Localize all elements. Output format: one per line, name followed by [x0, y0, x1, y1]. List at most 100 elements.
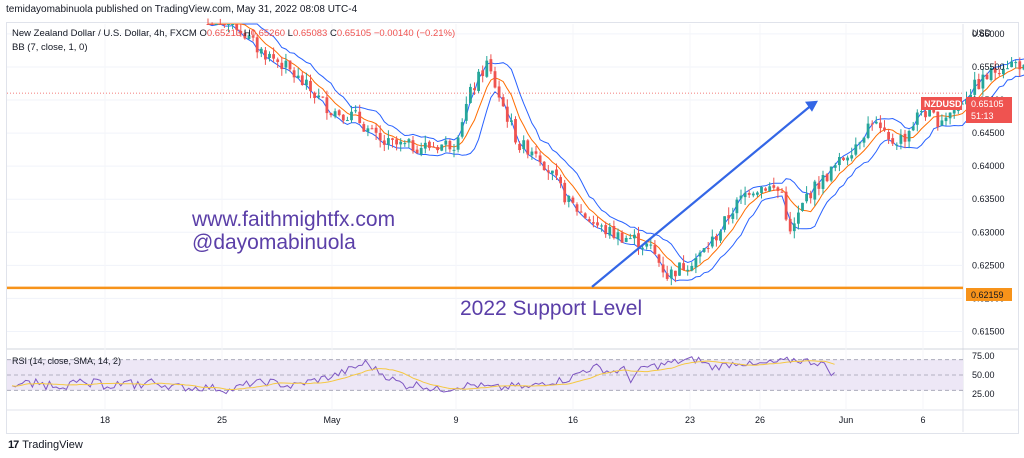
candle-body [977, 79, 981, 90]
candle-body [251, 36, 255, 38]
candle-body [907, 130, 911, 142]
legend-indicator: BB (7, close, 1, 0) [12, 42, 88, 53]
time-tick-label: 23 [685, 415, 695, 425]
candle-body [862, 137, 866, 143]
price-tick-label: 0.65500 [972, 62, 1005, 72]
candle-body [760, 186, 763, 194]
candle-body [551, 170, 554, 174]
countdown: 51:13 [971, 111, 994, 121]
candle-body [464, 103, 468, 121]
candle-body [768, 186, 772, 192]
candle-body [895, 144, 899, 146]
candle-body [637, 233, 640, 248]
candle-body [374, 127, 378, 133]
candle-body [997, 73, 1001, 75]
candle-body [645, 243, 649, 247]
candle-body [493, 71, 497, 88]
candle-body [387, 138, 390, 145]
candle-body [821, 174, 825, 189]
candle-body [809, 192, 813, 199]
candle-body [337, 110, 341, 116]
rsi-pane [7, 356, 963, 395]
candle-body [346, 120, 349, 122]
rsi-tick-label: 50.00 [972, 370, 995, 380]
time-tick-label: May [323, 415, 341, 425]
rsi-ma-line [11, 360, 835, 390]
candle-body [546, 170, 550, 173]
price-tick-label: 0.63000 [972, 227, 1005, 237]
candle-body [259, 48, 263, 54]
candle-body [678, 262, 681, 276]
time-tick-label: 26 [755, 415, 765, 425]
close-label: C [329, 28, 337, 39]
candle-body [817, 182, 821, 189]
candle-body [604, 225, 608, 235]
candle-body [784, 191, 788, 220]
candle-body [583, 213, 587, 218]
candle-body [780, 191, 784, 193]
candle-body [218, 24, 222, 25]
price-tick-label: 0.61500 [972, 326, 1005, 336]
candle-body [518, 143, 521, 151]
trend-arrow [591, 100, 818, 288]
candle-body [239, 30, 243, 34]
candle-body [575, 204, 579, 212]
candle-body [227, 24, 230, 25]
high-label: H [243, 28, 251, 39]
candle-body [829, 166, 833, 181]
candle-body [255, 37, 259, 53]
candle-body [423, 142, 427, 149]
candle-body [235, 24, 239, 30]
candle-body [382, 140, 386, 145]
candle-body [1002, 68, 1005, 75]
time-tick-label: 25 [217, 415, 227, 425]
last-price-bg [966, 97, 1012, 123]
price-tick-label: 0.66000 [972, 29, 1005, 39]
candle-body [973, 79, 977, 95]
candle-body [452, 149, 456, 151]
candle-body [739, 195, 743, 199]
candle-body [1018, 61, 1022, 70]
candle-body [940, 120, 944, 126]
candle-body [694, 257, 698, 268]
candle-body [571, 197, 575, 203]
candle-body [563, 182, 567, 203]
candle-body [751, 193, 755, 196]
chart-frame[interactable] [6, 22, 1019, 434]
candle-body [985, 74, 989, 80]
candle-body [948, 112, 952, 119]
candle-body [710, 236, 714, 247]
symbol-tag: NZDUSD [924, 99, 962, 109]
candle-body [210, 24, 214, 25]
candle-body [661, 264, 665, 273]
candle-body [477, 71, 480, 91]
time-tick-label: Jun [839, 415, 854, 425]
candle-body [805, 193, 808, 202]
candle-body [538, 155, 542, 163]
candle-body [993, 68, 997, 73]
candle-body [407, 139, 411, 143]
candle-body [530, 151, 534, 156]
price-tick-label: 0.62500 [972, 260, 1005, 270]
candle-body [624, 237, 628, 242]
time-axis: 18 25 May 9 16 23 26 Jun 6 [100, 415, 926, 425]
candle-body [505, 106, 509, 122]
price-tick-label: 0.63500 [972, 194, 1005, 204]
support-price: 0.62159 [971, 290, 1004, 300]
candle-body [887, 132, 890, 140]
candle-body [735, 199, 739, 214]
candle-body [432, 146, 435, 148]
watermark-url: www.faithmightfx.com [191, 208, 395, 231]
candle-body [883, 127, 886, 131]
candle-body [296, 75, 300, 79]
candle-body [788, 218, 792, 232]
low-value: 0.65083 [292, 28, 328, 39]
candle-body [776, 187, 780, 191]
candle-body [559, 177, 562, 184]
price-tick-label: 0.64500 [972, 128, 1005, 138]
symbol-tag-bg [921, 97, 962, 110]
candle-body [309, 80, 312, 92]
candle-body [899, 135, 903, 144]
candle-body [247, 35, 251, 39]
